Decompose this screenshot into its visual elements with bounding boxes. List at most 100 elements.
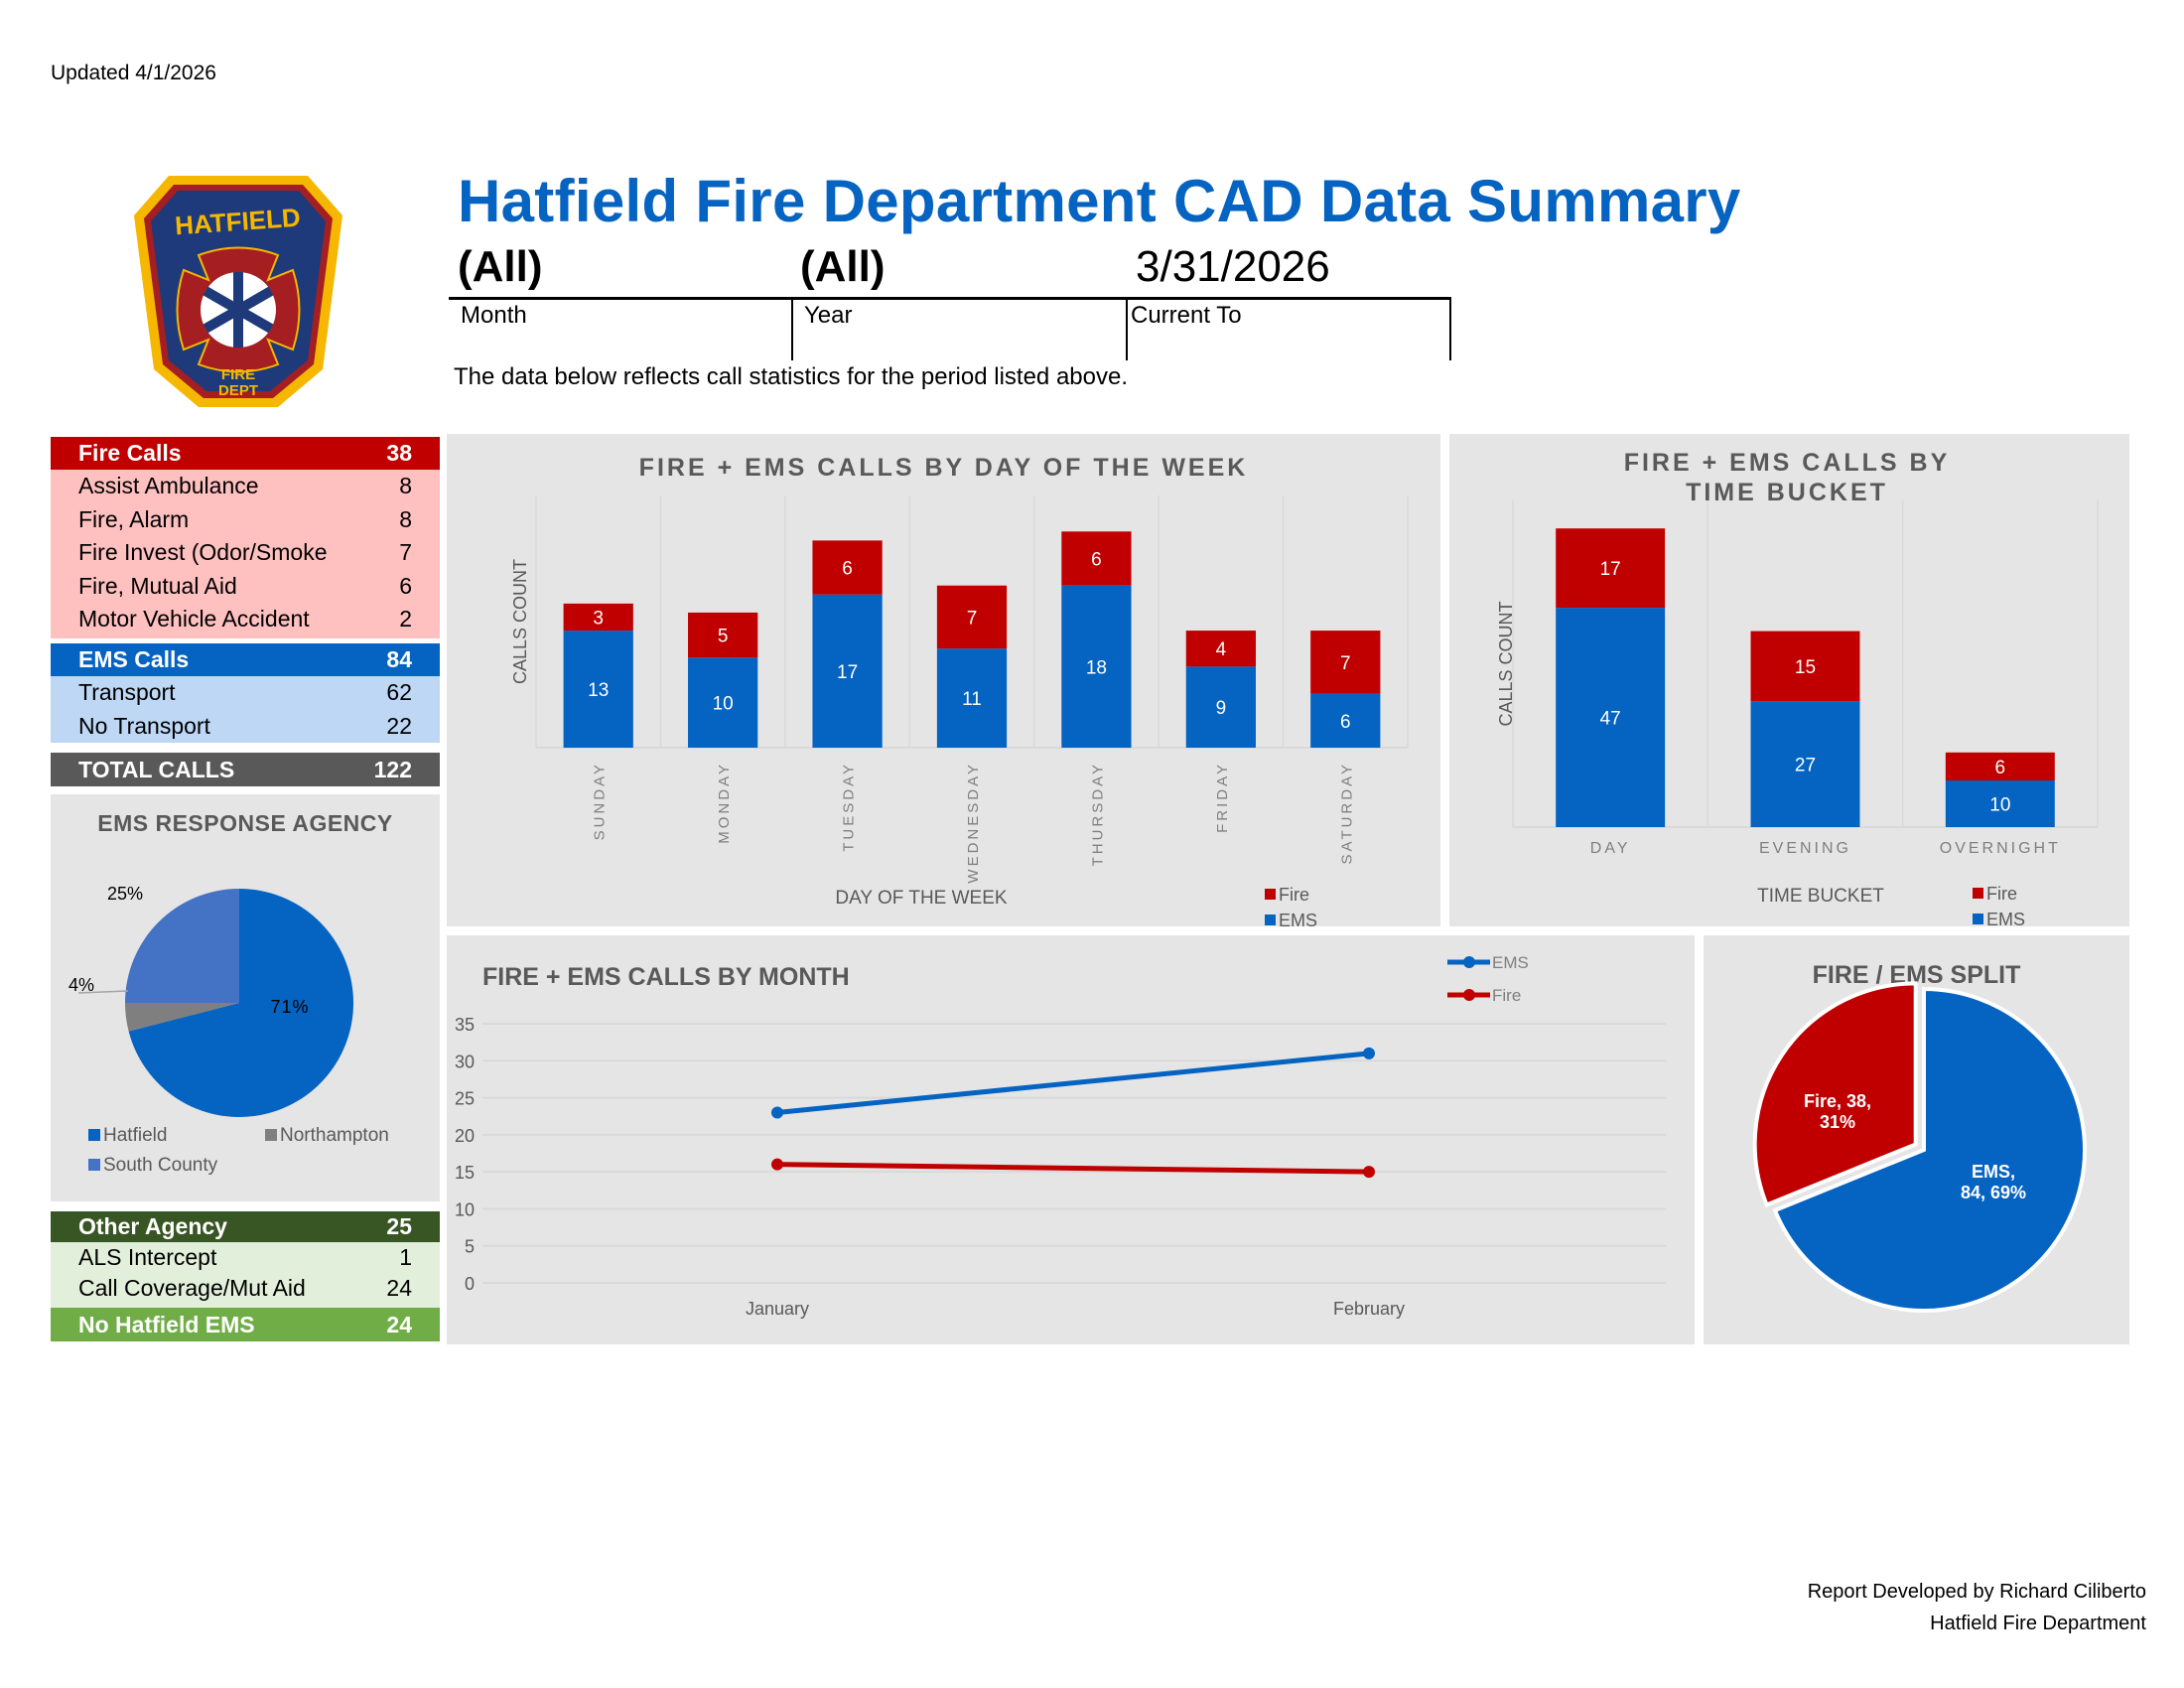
data-label-ems: 10 [713, 694, 734, 715]
bar-ems [1750, 701, 1860, 827]
month-filter-value[interactable]: (All) [458, 242, 543, 291]
by-month-panel: FIRE + EMS CALLS BY MONTH 0 5 10 15 20 25 30 35… [447, 935, 1695, 1344]
pie-slice-ems [1772, 986, 2087, 1313]
row-value: 7 [399, 539, 412, 566]
credit-author: Report Developed by Richard Ciliberto [1807, 1581, 2146, 1603]
ems-response-agency-panel: EMS RESPONSE AGENCY 71% 4% 25% Hatfield Nort… [51, 794, 440, 1201]
legend-label: South County [103, 1155, 218, 1176]
row-label: ALS Intercept [78, 1244, 217, 1270]
y-tick-label: 25 [455, 1089, 475, 1109]
data-label-fire: 7 [1340, 653, 1351, 674]
table-row: ALS Intercept 1 [51, 1242, 440, 1273]
y-tick-label: 10 [455, 1199, 475, 1219]
data-point-fire [1363, 1166, 1375, 1179]
row-label: No Transport [78, 712, 210, 739]
x-tick-label: MONDAY [716, 762, 733, 844]
month-filter-label: Month [461, 302, 527, 329]
legend-label: Northampton [280, 1125, 389, 1146]
other-agency-table: Other Agency 25 ALS Intercept 1 Call Cove… [51, 1211, 440, 1341]
row-label: Fire, Mutual Aid [78, 572, 237, 599]
report-credit: Report Developed by Richard Ciliberto Ha… [1808, 1576, 2146, 1639]
data-label-ems: 47 [1600, 709, 1621, 730]
row-value: 24 [386, 1275, 412, 1301]
x-tick-label: SATURDAY [1338, 762, 1355, 864]
data-label-fire: 15 [1795, 657, 1816, 678]
day-of-week-panel: FIRE + EMS CALLS BY DAY OF THE WEEK 13 3 S… [447, 434, 1440, 926]
fire-ems-split-pie-chart: EMS,84, 69% Fire, 38,31% [1752, 981, 2087, 1313]
bar-fire [688, 612, 758, 658]
period-description: The data below reflects call statistics … [454, 363, 1129, 390]
y-tick-label: 30 [455, 1052, 475, 1071]
pie-slice-hatfield [128, 889, 353, 1117]
row-value: 1 [399, 1244, 412, 1270]
total-calls-bar: TOTAL CALLS 122 [51, 753, 440, 786]
x-tick-label: DAY [1590, 840, 1631, 857]
row-value: 8 [399, 505, 412, 532]
legend-ems-label: EMS [1279, 911, 1317, 926]
filter-divider [1126, 299, 1128, 360]
pie-slice-south-county [125, 889, 239, 1003]
table-row: Assist Ambulance 8 [51, 470, 440, 503]
current-to-label: Current To [1131, 302, 1242, 329]
table-row: Motor Vehicle Accident 2 [51, 603, 440, 636]
legend-swatch [265, 1129, 277, 1141]
data-label-fire: 3 [593, 608, 604, 629]
legend-swatch [88, 1129, 100, 1141]
data-label-ems: 27 [1795, 756, 1816, 776]
legend-fire-swatch [1973, 888, 1983, 899]
time-bucket-bar-chart: 47 17 DAY 27 15 EVENING 10 6 OVERNIGHT CALLS COUN… [1496, 500, 2099, 926]
ems-calls-table: EMS Calls 84 Transport 62 No Transport 22 [51, 643, 440, 743]
row-label: Transport [78, 679, 176, 706]
bar-fire [936, 585, 1008, 649]
x-tick-label: WEDNESDAY [965, 762, 982, 884]
table-row: Fire Invest (Odor/Smoke 7 [51, 536, 440, 570]
data-label-ems: 10 [1989, 795, 2010, 816]
data-point-fire [771, 1158, 783, 1171]
data-label: 71% [270, 997, 309, 1017]
chart-title: FIRE + EMS CALLS BY MONTH [482, 963, 850, 991]
fire-calls-header: Fire Calls 38 [51, 437, 440, 470]
data-label-fire: 6 [842, 559, 853, 580]
x-axis-title: TIME BUCKET [1757, 886, 1884, 907]
no-hatfield-label: No Hatfield EMS [78, 1311, 255, 1337]
bar-fire [812, 540, 883, 595]
bar-ems [1185, 666, 1256, 748]
year-filter-label: Year [804, 302, 853, 329]
bar-ems [936, 648, 1008, 748]
row-value: 22 [386, 712, 412, 739]
x-tick-label: EVENING [1759, 840, 1851, 857]
x-tick-label: TUESDAY [841, 762, 858, 852]
ems-agency-pie-chart: 71% 4% 25% Hatfield Northampton South County [68, 884, 389, 1176]
fire-calls-total: 38 [386, 440, 412, 466]
x-tick-label: OVERNIGHT [1940, 840, 2061, 857]
data-label-fire: 17 [1600, 559, 1621, 580]
year-filter-value[interactable]: (All) [800, 242, 886, 291]
row-label: Fire, Alarm [78, 505, 190, 532]
data-label-fire: 31% [1820, 1112, 1855, 1132]
ems-calls-total: 84 [386, 646, 412, 672]
legend-ems-label: EMS [1986, 910, 2025, 926]
chart-title: FIRE + EMS CALLS BY TIME BUCKET [1623, 449, 1951, 506]
bar-fire [1750, 631, 1860, 702]
day-of-week-bar-chart: 13 3 SUNDAY 10 5 MONDAY 17 6 TUESDAY 11 7 WEDNESDAY… [510, 495, 1409, 926]
current-to-value: 3/31/2026 [1136, 242, 1330, 291]
filter-divider [791, 299, 793, 360]
legend-label: Hatfield [103, 1125, 167, 1146]
data-label: 25% [107, 884, 143, 904]
other-agency-total: 25 [386, 1213, 412, 1239]
page-title: Hatfield Fire Department CAD Data Summar… [458, 168, 1741, 234]
y-axis-title: CALLS COUNT [1496, 601, 1516, 726]
y-tick-label: 35 [455, 1015, 475, 1035]
x-tick-label: THURSDAY [1089, 762, 1106, 866]
other-agency-header: Other Agency 25 [51, 1211, 440, 1242]
fire-calls-table: Fire Calls 38 Assist Ambulance 8 Fire, Al… [51, 437, 440, 638]
bar-ems [1310, 693, 1381, 748]
x-tick-label: SUNDAY [592, 762, 609, 840]
data-label-ems: 6 [1340, 712, 1351, 733]
legend-fire-label: Fire [1986, 884, 2017, 904]
ems-calls-label: EMS Calls [78, 646, 190, 672]
data-label-ems: 18 [1086, 657, 1107, 678]
data-label-ems: 84, 69% [1961, 1183, 2026, 1202]
leader-line [77, 990, 129, 994]
data-label-ems: 9 [1216, 698, 1227, 719]
